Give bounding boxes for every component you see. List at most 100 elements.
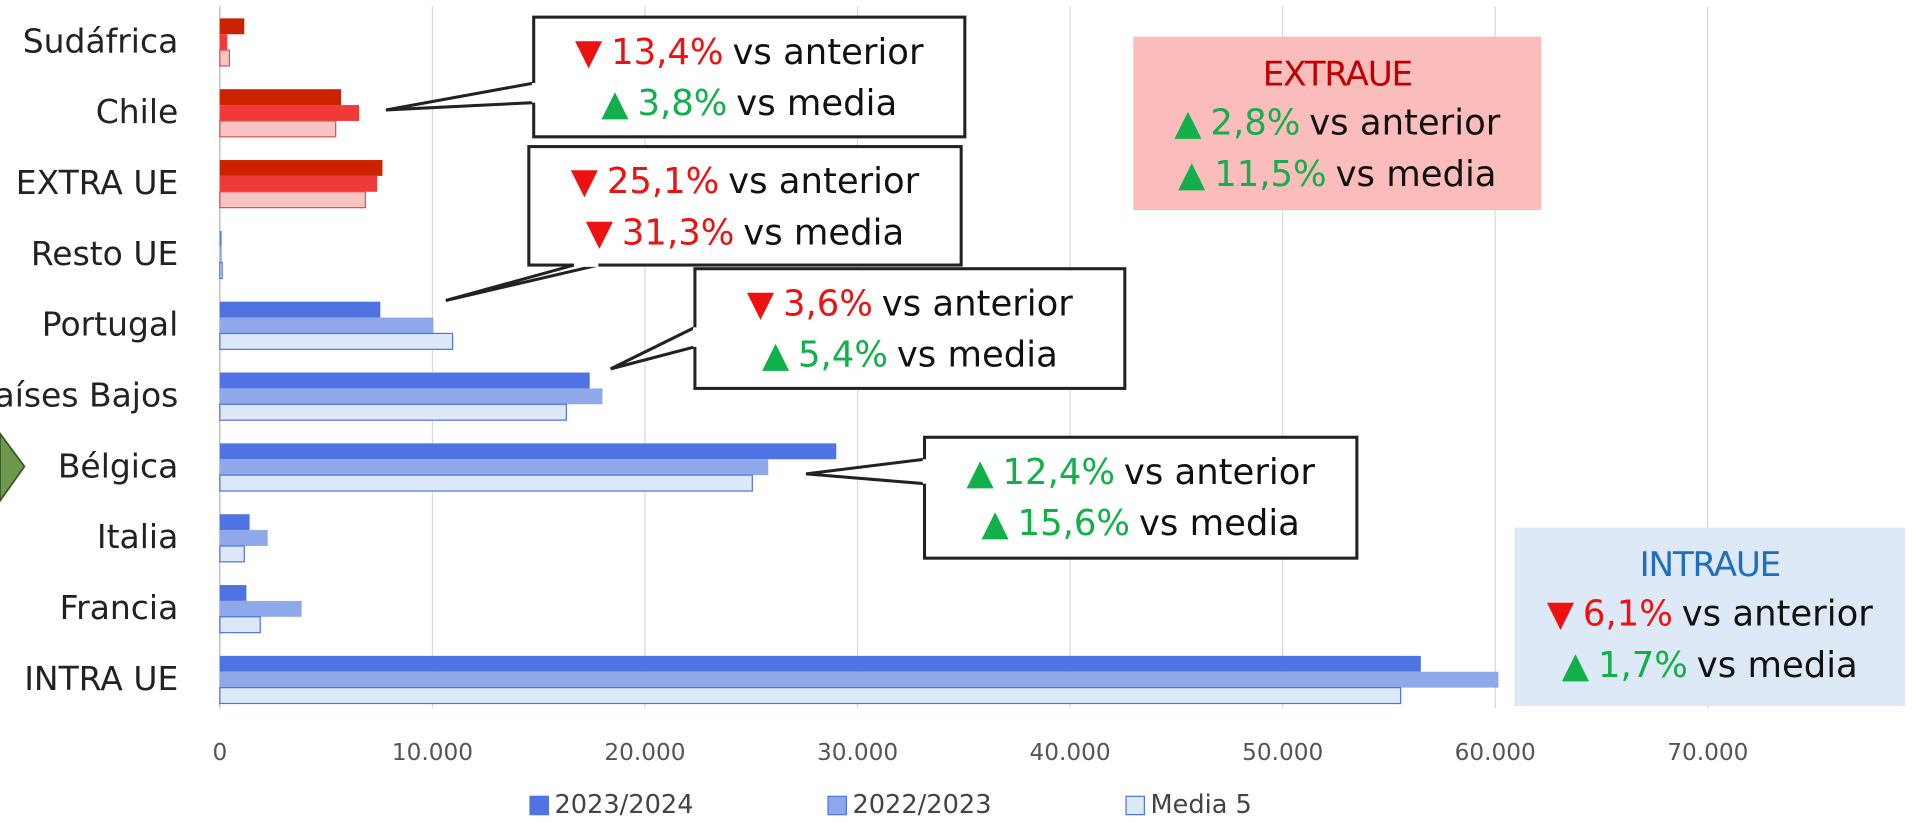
callout-pointer xyxy=(385,81,536,112)
y-tick-label: Países Bajos xyxy=(0,375,178,414)
y-tick-label: EXTRA UE xyxy=(16,163,179,202)
bar xyxy=(219,34,228,51)
bar xyxy=(219,388,603,405)
x-tick-label: 20.000 xyxy=(604,739,685,766)
annotation-symbol: ▼ xyxy=(586,213,614,254)
bar xyxy=(219,403,567,421)
annotation-value: 3,6% xyxy=(783,283,873,324)
x-tick-label: 0 xyxy=(212,739,227,766)
callout-box xyxy=(527,145,963,267)
annotation-symbol: ▲ xyxy=(601,83,629,124)
annotation-line: ▲ 15,6% vs media xyxy=(982,503,1300,544)
bar xyxy=(219,514,250,531)
annotation-value: 3,8% xyxy=(637,83,727,124)
bar xyxy=(219,301,381,318)
annotation-value: 6,1% xyxy=(1583,594,1673,635)
annotation-text: vs anterior xyxy=(1309,103,1501,144)
annotation-symbol: ▼ xyxy=(571,161,599,202)
bar xyxy=(219,191,367,209)
legend-swatch xyxy=(529,795,549,816)
annotation-value: 31,3% xyxy=(622,213,734,254)
annotation-line: ▼ 25,1% vs anterior xyxy=(571,161,920,202)
annotation-text: vs media xyxy=(1697,645,1858,686)
bar xyxy=(219,317,434,334)
annotation-value: 13,4% xyxy=(611,32,723,73)
legend-swatch xyxy=(1125,795,1145,816)
annotation-line: ▲ 11,5% vs media xyxy=(1178,154,1496,195)
annotation-line: ▲ 12,4% vs anterior xyxy=(966,452,1315,493)
bar xyxy=(219,616,261,634)
x-tick-label: 50.000 xyxy=(1242,739,1323,766)
annotation-value: 5,4% xyxy=(798,335,888,376)
bar xyxy=(219,687,1402,705)
bar xyxy=(219,160,383,176)
decor-chevron xyxy=(0,432,26,503)
bar xyxy=(219,332,454,350)
annotation-symbol: ▲ xyxy=(762,335,790,376)
legend-label: Media 5 xyxy=(1150,790,1251,820)
annotation-text: vs media xyxy=(897,335,1058,376)
annotation-symbol: ▲ xyxy=(1174,103,1202,144)
bar xyxy=(219,175,378,192)
annotation-symbol: ▼ xyxy=(1547,594,1575,635)
annotation-value: 12,4% xyxy=(1003,452,1115,493)
bar xyxy=(219,246,222,263)
y-tick-label: Italia xyxy=(97,517,178,556)
annotation-text: vs media xyxy=(743,213,904,254)
annotation-value: 1,7% xyxy=(1598,645,1688,686)
annotation-text: vs anterior xyxy=(1124,452,1316,493)
summary-title: EXTRAUE xyxy=(1263,54,1412,94)
y-tick-label: Resto UE xyxy=(31,234,178,273)
x-tick-label: 70.000 xyxy=(1667,739,1748,766)
annotation-line: ▲ 1,7% vs media xyxy=(1562,645,1858,686)
callout-pointer xyxy=(609,324,697,371)
bar xyxy=(219,89,341,106)
bar xyxy=(219,120,337,138)
annotation-symbol: ▲ xyxy=(1178,154,1206,195)
y-tick-label: Chile xyxy=(96,92,179,131)
callout-box xyxy=(922,435,1359,560)
y-tick-label: INTRA UE xyxy=(24,659,178,698)
annotation-text: vs anterior xyxy=(882,283,1074,324)
legend-label: 2022/2023 xyxy=(852,790,991,820)
x-tick-label: 30.000 xyxy=(817,739,898,766)
x-tick-label: 10.000 xyxy=(392,739,473,766)
annotation-text: vs anterior xyxy=(728,161,920,202)
annotation-symbol: ▲ xyxy=(1562,645,1590,686)
annotation-value: 25,1% xyxy=(607,161,719,202)
annotation-value: 11,5% xyxy=(1214,154,1326,195)
annotation-symbol: ▲ xyxy=(966,452,994,493)
callout-box xyxy=(532,15,967,139)
annotation-line: ▲ 5,4% vs media xyxy=(762,335,1058,376)
bar xyxy=(219,671,1499,688)
annotation-line: ▼ 6,1% vs anterior xyxy=(1547,594,1873,635)
legend-swatch xyxy=(827,795,847,816)
annotation-line: ▼ 3,6% vs anterior xyxy=(747,283,1073,324)
annotation-symbol: ▼ xyxy=(575,32,603,73)
summary-box xyxy=(1514,527,1906,706)
annotation-symbol: ▲ xyxy=(982,503,1010,544)
bar xyxy=(219,545,245,563)
bar xyxy=(219,105,360,121)
bar xyxy=(219,372,590,389)
annotation-text: vs anterior xyxy=(1682,594,1874,635)
annotation-line: ▼ 13,4% vs anterior xyxy=(575,32,924,73)
bar xyxy=(219,230,222,247)
annotation-symbol: ▼ xyxy=(747,283,775,324)
annotation-value: 15,6% xyxy=(1018,503,1130,544)
callout-pointer xyxy=(445,263,599,302)
bar xyxy=(219,262,223,280)
annotation-text: vs media xyxy=(1336,154,1497,195)
bar xyxy=(219,530,268,546)
annotation-text: vs anterior xyxy=(732,32,924,73)
bar xyxy=(219,474,753,492)
annotation-text: vs media xyxy=(736,83,897,124)
annotation-line: ▲ 2,8% vs anterior xyxy=(1174,103,1500,144)
y-tick-label: Portugal xyxy=(42,305,179,344)
bar xyxy=(219,459,769,476)
legend-label: 2023/2024 xyxy=(554,790,693,820)
summary-box xyxy=(1133,36,1542,211)
summary-title: INTRAUE xyxy=(1640,545,1780,585)
